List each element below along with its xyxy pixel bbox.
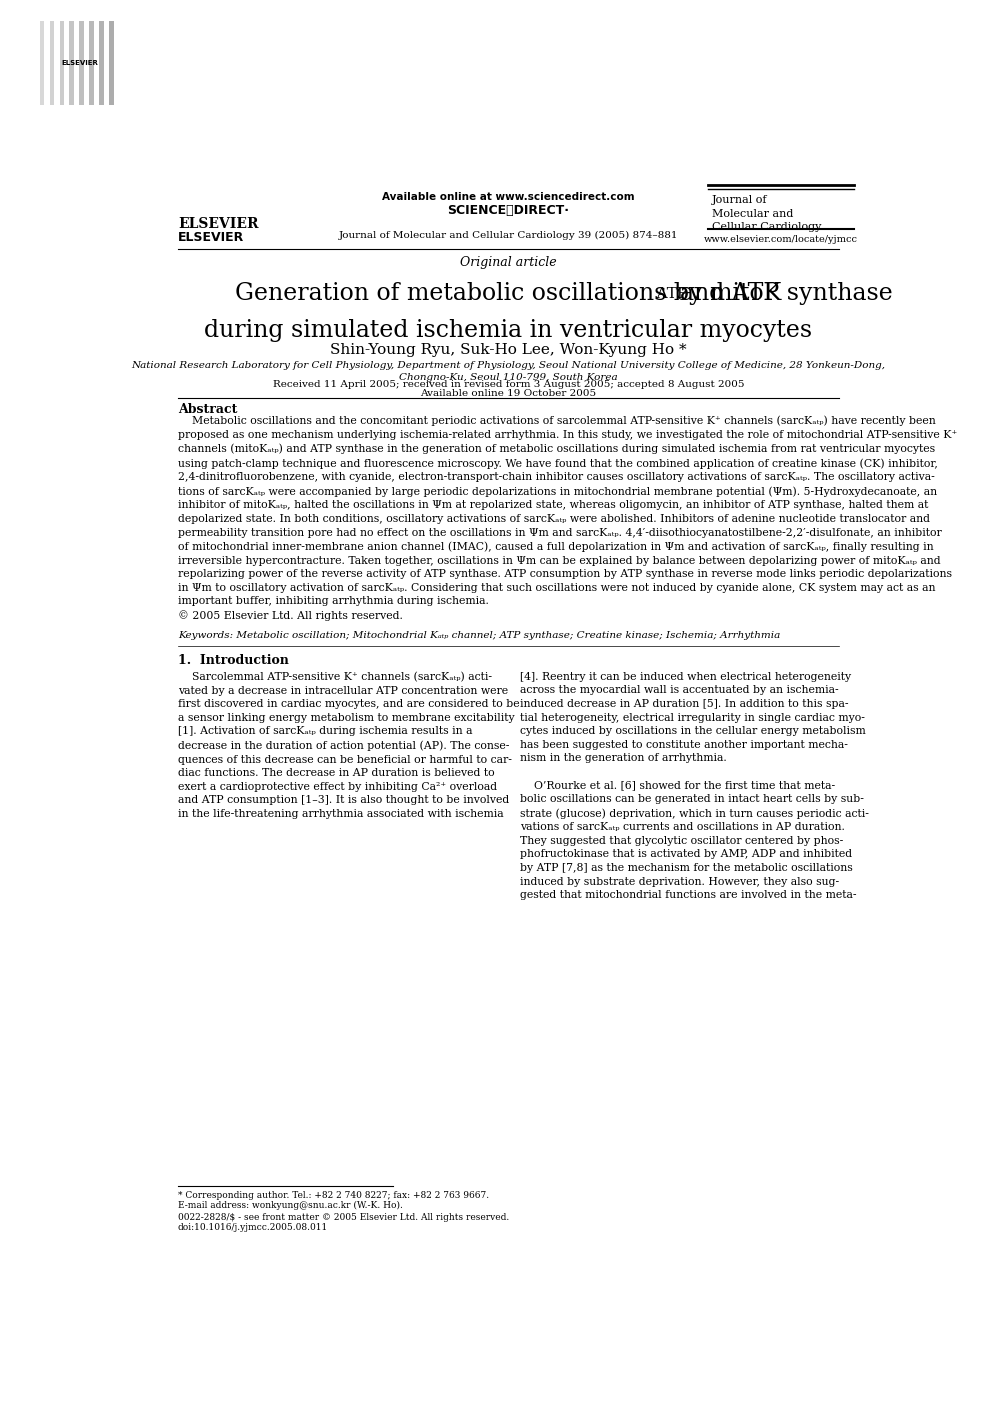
Text: Journal of Molecular and Cellular Cardiology 39 (2005) 874–881: Journal of Molecular and Cellular Cardio… (338, 231, 679, 240)
Text: Keywords: Metabolic oscillation; Mitochondrial Kₐₜₚ channel; ATP synthase; Creat: Keywords: Metabolic oscillation; Mitocho… (178, 631, 780, 640)
Text: ELSEVIER: ELSEVIER (61, 60, 98, 66)
Text: and ATP synthase: and ATP synthase (125, 282, 892, 304)
Text: SCIENCEⓐDIRECT·: SCIENCEⓐDIRECT· (447, 203, 569, 217)
Text: Abstract: Abstract (178, 403, 237, 415)
Text: Available online at www.sciencedirect.com: Available online at www.sciencedirect.co… (382, 192, 635, 202)
Text: Metabolic oscillations and the concomitant periodic activations of sarcolemmal A: Metabolic oscillations and the concomita… (178, 415, 957, 622)
Bar (69, 21, 74, 105)
Text: National Research Laboratory for Cell Physiology, Department of Physiology, Seou: National Research Laboratory for Cell Ph… (131, 361, 886, 382)
Text: * Corresponding author. Tel.: +82 2 740 8227; fax: +82 2 763 9667.: * Corresponding author. Tel.: +82 2 740 … (178, 1191, 489, 1201)
Text: Original article: Original article (460, 255, 557, 269)
Text: doi:10.1016/j.yjmcc.2005.08.011: doi:10.1016/j.yjmcc.2005.08.011 (178, 1223, 328, 1232)
Text: ELSEVIER: ELSEVIER (178, 231, 244, 244)
Bar (40, 21, 45, 105)
Text: during simulated ischemia in ventricular myocytes: during simulated ischemia in ventricular… (204, 318, 812, 341)
Text: Available online 19 October 2005: Available online 19 October 2005 (421, 389, 596, 397)
Text: [4]. Reentry it can be induced when electrical heterogeneity
across the myocardi: [4]. Reentry it can be induced when elec… (520, 672, 869, 901)
Text: ELSEVIER: ELSEVIER (178, 217, 258, 231)
Text: Sarcolemmal ATP-sensitive K⁺ channels (sarcKₐₜₚ) acti-
vated by a decrease in in: Sarcolemmal ATP-sensitive K⁺ channels (s… (178, 672, 520, 819)
Text: 0022-2828/$ - see front matter © 2005 Elsevier Ltd. All rights reserved.: 0022-2828/$ - see front matter © 2005 El… (178, 1214, 509, 1222)
Bar (79, 21, 84, 105)
Text: 1.  Introduction: 1. Introduction (178, 654, 289, 668)
Text: Generation of metabolic oscillations by mitoK: Generation of metabolic oscillations by … (235, 282, 782, 304)
Bar (60, 21, 64, 105)
Bar (109, 21, 114, 105)
Text: www.elsevier.com/locate/yjmcc: www.elsevier.com/locate/yjmcc (704, 236, 858, 244)
Text: ATP: ATP (329, 288, 687, 302)
Bar (99, 21, 104, 105)
Text: Shin-Young Ryu, Suk-Ho Lee, Won-Kyung Ho *: Shin-Young Ryu, Suk-Ho Lee, Won-Kyung Ho… (330, 344, 686, 358)
Text: E-mail address: wonkyung@snu.ac.kr (W.-K. Ho).: E-mail address: wonkyung@snu.ac.kr (W.-K… (178, 1201, 403, 1211)
Bar (89, 21, 94, 105)
Text: Journal of
Molecular and
Cellular Cardiology: Journal of Molecular and Cellular Cardio… (712, 195, 821, 231)
Bar (50, 21, 55, 105)
Text: Received 11 April 2005; received in revised form 3 August 2005; accepted 8 Augus: Received 11 April 2005; received in revi… (273, 380, 744, 389)
